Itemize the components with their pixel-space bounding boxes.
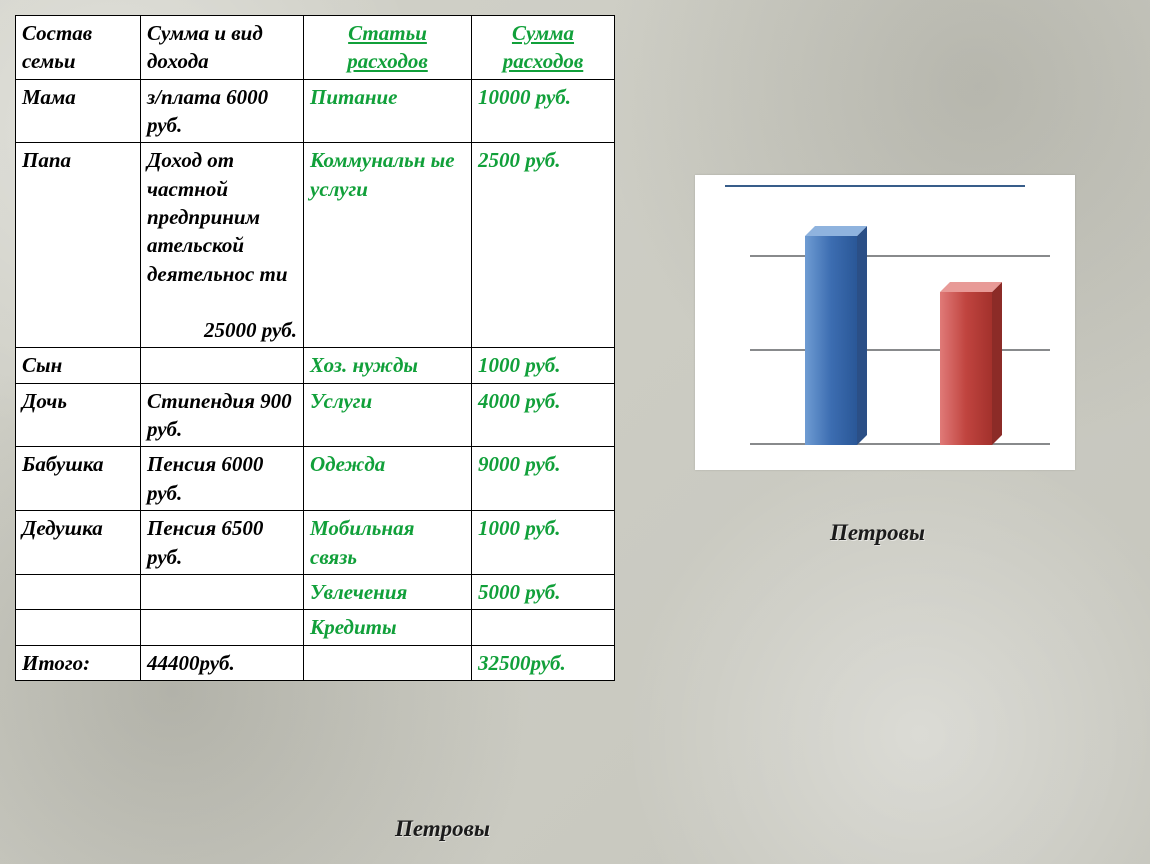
chart-card (695, 175, 1075, 470)
bar-top (805, 226, 867, 236)
cell-c1: Папа (16, 143, 141, 348)
cell-c4: 1000 руб. (472, 511, 615, 575)
chart-plot-area (750, 210, 1050, 445)
chart-bar-income (805, 236, 857, 445)
table-row: ДедушкаПенсия 6500 руб.Мобильная связь10… (16, 511, 615, 575)
budget-table: Состав семьи Сумма и вид дохода Статьи р… (15, 15, 615, 681)
cell-c3: Хоз. нужды (304, 348, 472, 383)
col-header-family: Состав семьи (16, 16, 141, 80)
cell-c4: 1000 руб. (472, 348, 615, 383)
table-row: Мамаз/плата 6000 руб.Питание10000 руб. (16, 79, 615, 143)
bar-front (805, 236, 857, 445)
cell-c3: Кредиты (304, 610, 472, 645)
cell-c4: 2500 руб. (472, 143, 615, 348)
cell-c1: Дедушка (16, 511, 141, 575)
table-caption: Петровы (395, 816, 490, 842)
cell-c3: Увлечения (304, 574, 472, 609)
cell-c3: Питание (304, 79, 472, 143)
table-header-row: Состав семьи Сумма и вид дохода Статьи р… (16, 16, 615, 80)
cell-c2 (141, 348, 304, 383)
table-row: Сын Хоз. нужды1000 руб. (16, 348, 615, 383)
cell-c4: 5000 руб. (472, 574, 615, 609)
chart-gridline (750, 349, 1050, 351)
cell-c4: 9000 руб. (472, 447, 615, 511)
bar-front (940, 292, 992, 445)
cell-c4 (472, 610, 615, 645)
chart-title-line (725, 185, 1025, 187)
cell-c2: з/плата 6000 руб. (141, 79, 304, 143)
cell-c2 (141, 574, 304, 609)
cell-c1: Мама (16, 79, 141, 143)
cell-c1 (16, 610, 141, 645)
bar-top (940, 282, 1002, 292)
cell-c2: Пенсия 6500 руб. (141, 511, 304, 575)
bar-side (992, 282, 1002, 445)
cell-c1 (16, 574, 141, 609)
cell-c3 (304, 645, 472, 680)
cell-c2: Пенсия 6000 руб. (141, 447, 304, 511)
table-body: Мамаз/плата 6000 руб.Питание10000 руб.Па… (16, 79, 615, 680)
table-row: БабушкаПенсия 6000 руб.Одежда9000 руб. (16, 447, 615, 511)
cell-c2: 44400руб. (141, 645, 304, 680)
col-header-income: Сумма и вид дохода (141, 16, 304, 80)
chart-gridline (750, 255, 1050, 257)
cell-c4: 4000 руб. (472, 383, 615, 447)
bar-side (857, 226, 867, 445)
cell-c3: Услуги (304, 383, 472, 447)
chart-gridline (750, 443, 1050, 445)
cell-c3: Мобильная связь (304, 511, 472, 575)
cell-c1: Итого: (16, 645, 141, 680)
cell-c2: Стипендия 900 руб. (141, 383, 304, 447)
chart-bar-expense (940, 292, 992, 445)
cell-c1: Бабушка (16, 447, 141, 511)
table-row: ДочьСтипендия 900 руб.Услуги4000 руб. (16, 383, 615, 447)
col-header-expense-item: Статьи расходов (304, 16, 472, 80)
table-row: ПапаДоход от частной предприним ательско… (16, 143, 615, 348)
table-row: Увлечения5000 руб. (16, 574, 615, 609)
chart-caption: Петровы (830, 520, 925, 546)
cell-c3: Одежда (304, 447, 472, 511)
table-row: Кредиты (16, 610, 615, 645)
cell-c2 (141, 610, 304, 645)
cell-c1: Дочь (16, 383, 141, 447)
cell-c4: 10000 руб. (472, 79, 615, 143)
cell-c4: 32500руб. (472, 645, 615, 680)
table-row: Итого:44400руб. 32500руб. (16, 645, 615, 680)
cell-c1: Сын (16, 348, 141, 383)
cell-c3: Коммунальн ые услуги (304, 143, 472, 348)
col-header-expense-sum: Сумма расходов (472, 16, 615, 80)
cell-c2: Доход от частной предприним ательской де… (141, 143, 304, 348)
